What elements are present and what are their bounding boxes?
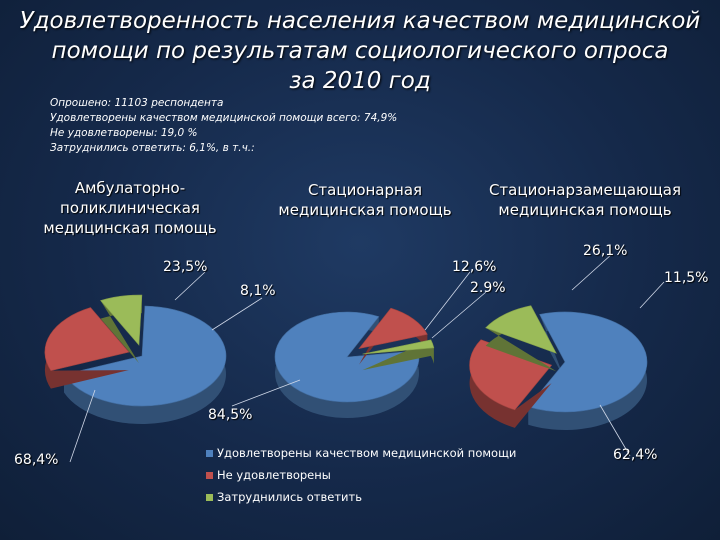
pie-ambulatory-slice-unsatisfied (44, 307, 130, 389)
legend-item-difficult: Затруднились ответить (206, 486, 516, 508)
legend-item-satisfied: Удовлетворены качеством медицинской помо… (206, 442, 516, 464)
pie-ambulatory-slice-satisfied (63, 305, 227, 424)
chart-3-title-line-2: медицинская помощь (498, 201, 672, 219)
chart-1-label-satisfied: 68,4% (14, 452, 59, 468)
pie-inpatient-slice-unsatisfied-top (358, 307, 428, 350)
chart-3-title: Стационарзамещающая медицинская помощь (470, 180, 700, 220)
stats-line-4: Затруднились ответить: 6,1%, в т.ч.: (50, 142, 255, 154)
chart-1-label-unsatisfied: 23,5% (163, 259, 208, 275)
pie-inpatient-slice-difficult (362, 339, 435, 371)
legend-swatch-unsatisfied (206, 471, 213, 479)
pie-chart-day-hospital (469, 305, 648, 430)
survey-stats: Опрошено: 11103 респондента Удовлетворен… (50, 96, 397, 156)
chart-1-title: Амбулаторно- поликлиническая медицинская… (20, 178, 240, 238)
pie-chart-ambulatory (44, 294, 227, 424)
chart-2-label-satisfied: 84,5% (208, 407, 253, 423)
pie-inpatient-slice-difficult-top (362, 339, 435, 355)
pie-inpatient-slice-unsatisfied (358, 307, 428, 365)
title-line-3: за 2010 год (289, 68, 431, 94)
chart-2-title-line-2: медицинская помощь (278, 201, 452, 219)
chart-1-title-line-3: медицинская помощь (43, 219, 217, 237)
leader-lines (69, 253, 665, 463)
legend-label-difficult: Затруднились ответить (217, 490, 362, 504)
chart-legend: Удовлетворены качеством медицинской помо… (206, 442, 516, 508)
leader-line (231, 379, 301, 407)
pie-ambulatory-slice-difficult-top (100, 294, 143, 346)
chart-2-label-unsatisfied: 12,6% (452, 259, 497, 275)
leader-line (571, 253, 613, 291)
chart-2-label-difficult: 2.9% (470, 280, 506, 296)
legend-item-unsatisfied: Не удовлетворены (206, 464, 516, 486)
chart-1-title-line-2: поликлиническая (60, 199, 200, 217)
leader-line (211, 297, 263, 331)
pie-ambulatory-slice-difficult (100, 294, 143, 364)
leader-line (431, 291, 487, 339)
legend-swatch-satisfied (206, 449, 213, 457)
chart-3-label-satisfied: 62,4% (613, 447, 658, 463)
pie-day-hospital-slice-satisfied (527, 311, 648, 430)
chart-3-label-difficult: 11,5% (664, 270, 709, 286)
pie-day-hospital-slice-satisfied-top (527, 311, 648, 413)
pie-inpatient-slice-satisfied (274, 311, 420, 418)
chart-3-title-line-1: Стационарзамещающая (488, 181, 682, 199)
leader-line (599, 404, 631, 457)
title-line-1: Удовлетворенность населения качеством ме… (19, 8, 701, 34)
pie-day-hospital-slice-unsatisfied-side (469, 339, 552, 428)
chart-3-label-unsatisfied: 26,1% (583, 243, 628, 259)
pie-day-hospital-slice-satisfied-side (528, 312, 647, 430)
chart-1-title-line-1: Амбулаторно- (74, 179, 186, 197)
pie-day-hospital-slice-difficult (485, 305, 557, 372)
page-title: Удовлетворенность населения качеством ме… (0, 6, 720, 96)
legend-swatch-difficult (206, 493, 213, 501)
pie-day-hospital-slice-unsatisfied (469, 339, 553, 428)
pie-ambulatory-slice-satisfied-top (63, 305, 227, 407)
stats-line-1: Опрошено: 11103 респондента (50, 97, 224, 109)
leader-line (424, 271, 471, 331)
legend-label-unsatisfied: Не удовлетворены (217, 468, 331, 482)
stats-line-3: Не удовлетворены: 19,0 % (50, 127, 198, 139)
pie-ambulatory-slice-unsatisfied-top (44, 307, 130, 371)
stats-line-2: Удовлетворены качеством медицинской помо… (50, 112, 398, 124)
chart-2-title-line-1: Стационарная (307, 181, 423, 199)
chart-1-label-difficult: 8,1% (240, 283, 276, 299)
leader-line (639, 281, 665, 309)
pie-chart-inpatient (274, 307, 435, 418)
pie-day-hospital-slice-difficult-top (485, 305, 557, 354)
legend-label-satisfied: Удовлетворены качеством медицинской помо… (217, 446, 517, 460)
leader-line (69, 389, 96, 463)
chart-2-title: Стационарная медицинская помощь (255, 180, 475, 220)
title-line-2: помощи по результатам социологического о… (51, 38, 669, 64)
leader-line (174, 271, 206, 301)
pie-day-hospital-slice-unsatisfied-top (469, 339, 553, 411)
pie-inpatient-slice-satisfied-top (274, 311, 420, 403)
